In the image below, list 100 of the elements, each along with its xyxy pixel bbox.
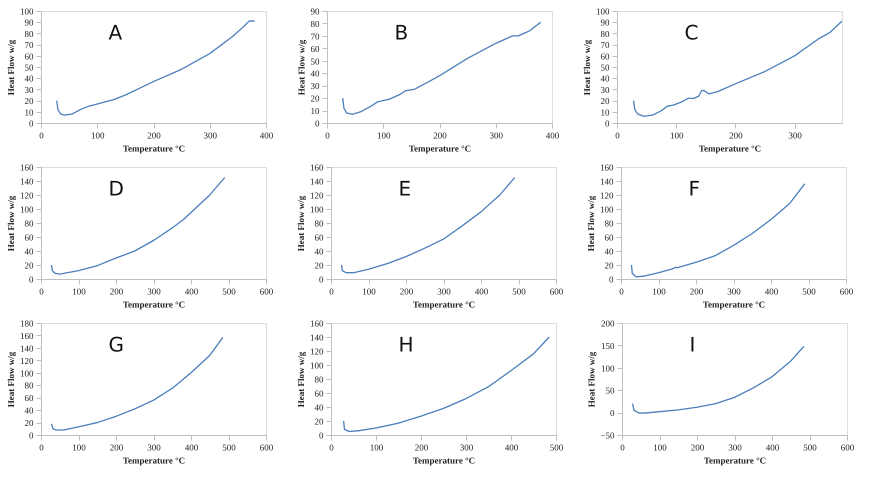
annotation: D bbox=[108, 176, 124, 200]
y-tick-label: 20 bbox=[604, 260, 614, 270]
y-tick-label: 100 bbox=[596, 6, 610, 16]
annotation: F bbox=[688, 176, 700, 200]
y-tick-label: 120 bbox=[310, 346, 324, 356]
y-tick-label: 120 bbox=[20, 356, 34, 366]
x-tick-label: 500 bbox=[222, 286, 236, 296]
y-tick-label: 30 bbox=[600, 84, 610, 95]
y-tick-label: 0 bbox=[605, 118, 610, 128]
x-tick-label: 200 bbox=[690, 442, 705, 452]
x-axis-title: Temperature °C bbox=[408, 144, 472, 154]
y-tick-label: 160 bbox=[20, 330, 34, 341]
y-tick-label: 140 bbox=[600, 176, 614, 186]
y-tick-label: 10 bbox=[310, 106, 320, 116]
annotation: I bbox=[690, 332, 696, 356]
x-tick-label: 400 bbox=[474, 286, 489, 296]
y-tick-label: 0 bbox=[29, 274, 34, 284]
x-tick-label: 400 bbox=[184, 442, 199, 452]
annotation: C bbox=[684, 20, 698, 44]
x-tick-label: 600 bbox=[260, 442, 274, 452]
y-tick-label: 20 bbox=[24, 418, 34, 428]
y-tick-label: 40 bbox=[314, 246, 324, 256]
x-tick-label: 0 bbox=[39, 286, 44, 296]
x-tick-label: 100 bbox=[670, 130, 684, 140]
y-axis-title: Heat Flow w/g bbox=[582, 39, 592, 96]
y-tick-label: 70 bbox=[24, 40, 34, 50]
y-tick-label: 160 bbox=[600, 162, 614, 172]
y-tick-label: 100 bbox=[310, 360, 324, 370]
y-tick-label: 80 bbox=[24, 380, 34, 391]
line-series bbox=[342, 22, 542, 115]
y-tick-label: 40 bbox=[604, 246, 614, 256]
line-series bbox=[340, 176, 516, 274]
x-axis-title: Temperature °C bbox=[122, 456, 186, 466]
y-tick-label: 80 bbox=[310, 18, 320, 29]
x-tick-label: 200 bbox=[400, 286, 414, 296]
x-tick-label: 300 bbox=[204, 130, 218, 140]
x-tick-label: 200 bbox=[690, 286, 704, 296]
x-tick-label: 0 bbox=[39, 442, 44, 452]
x-tick-label: 400 bbox=[766, 442, 780, 452]
x-tick-label: 100 bbox=[652, 286, 666, 296]
y-tick-label: 20 bbox=[314, 260, 324, 270]
y-tick-label: 80 bbox=[314, 218, 324, 228]
y-tick-label: 70 bbox=[310, 31, 320, 42]
x-tick-label: 400 bbox=[546, 130, 560, 140]
y-tick-label: 160 bbox=[20, 162, 34, 172]
y-tick-label: 0 bbox=[29, 430, 34, 440]
x-tick-label: 100 bbox=[72, 286, 86, 296]
x-tick-label: 300 bbox=[147, 286, 162, 296]
y-tick-label: 180 bbox=[20, 318, 34, 328]
y-tick-label: 20 bbox=[24, 96, 34, 106]
x-tick-label: 400 bbox=[764, 286, 779, 296]
x-tick-label: 100 bbox=[370, 442, 384, 452]
x-axis-title: Temperature °C bbox=[698, 144, 762, 154]
y-tick-label: 20 bbox=[600, 96, 610, 106]
x-tick-label: 100 bbox=[91, 130, 105, 140]
x-tick-label: 200 bbox=[110, 286, 124, 296]
x-tick-label: 300 bbox=[490, 130, 504, 140]
y-tick-label: 0 bbox=[315, 118, 320, 128]
x-tick-label: 200 bbox=[110, 442, 124, 452]
line-series bbox=[342, 336, 550, 432]
line-series bbox=[50, 336, 224, 431]
y-tick-label: 40 bbox=[600, 74, 610, 84]
y-tick-label: 20 bbox=[314, 416, 324, 426]
x-tick-label: 600 bbox=[840, 286, 854, 296]
y-tick-label: 90 bbox=[600, 18, 610, 28]
y-tick-label: 160 bbox=[310, 318, 324, 328]
y-tick-label: 40 bbox=[314, 402, 324, 412]
x-tick-label: 200 bbox=[729, 130, 744, 140]
x-tick-label: 400 bbox=[260, 130, 274, 140]
y-tick-label: 200 bbox=[601, 318, 615, 328]
x-axis-title: Temperature °C bbox=[412, 300, 476, 310]
x-tick-label: 600 bbox=[260, 286, 274, 296]
y-axis-title: Heat Flow w/g bbox=[296, 351, 306, 408]
y-tick-label: 60 bbox=[310, 44, 320, 54]
y-tick-label: 80 bbox=[314, 374, 324, 384]
x-tick-label: 600 bbox=[840, 442, 855, 452]
y-axis-title: Heat Flow w/g bbox=[6, 351, 16, 408]
annotation: E bbox=[398, 176, 412, 200]
x-tick-label: 400 bbox=[504, 442, 519, 452]
x-tick-label: 500 bbox=[803, 442, 818, 452]
x-axis-title: Temperature °C bbox=[122, 144, 186, 154]
y-tick-label: 100 bbox=[20, 368, 34, 378]
x-axis-title: Temperature °C bbox=[704, 456, 766, 466]
x-tick-label: 0 bbox=[329, 286, 334, 296]
y-axis-title: Heat Flow w/g bbox=[6, 195, 16, 252]
y-tick-label: 50 bbox=[24, 62, 34, 72]
x-tick-label: 300 bbox=[460, 442, 474, 452]
y-tick-label: 60 bbox=[24, 393, 34, 404]
y-tick-label: 50 bbox=[606, 386, 615, 396]
x-tick-label: 300 bbox=[437, 286, 452, 296]
y-tick-label: 0 bbox=[609, 274, 614, 284]
y-tick-label: 50 bbox=[600, 62, 610, 72]
x-tick-label: 0 bbox=[620, 442, 626, 452]
x-tick-label: 500 bbox=[802, 286, 816, 296]
annotation: B bbox=[394, 20, 408, 44]
y-tick-label: 140 bbox=[20, 176, 34, 186]
x-tick-label: 0 bbox=[39, 130, 44, 140]
y-tick-label: 10 bbox=[24, 107, 34, 118]
y-tick-label: 0 bbox=[319, 430, 324, 440]
y-tick-label: 100 bbox=[601, 363, 615, 374]
